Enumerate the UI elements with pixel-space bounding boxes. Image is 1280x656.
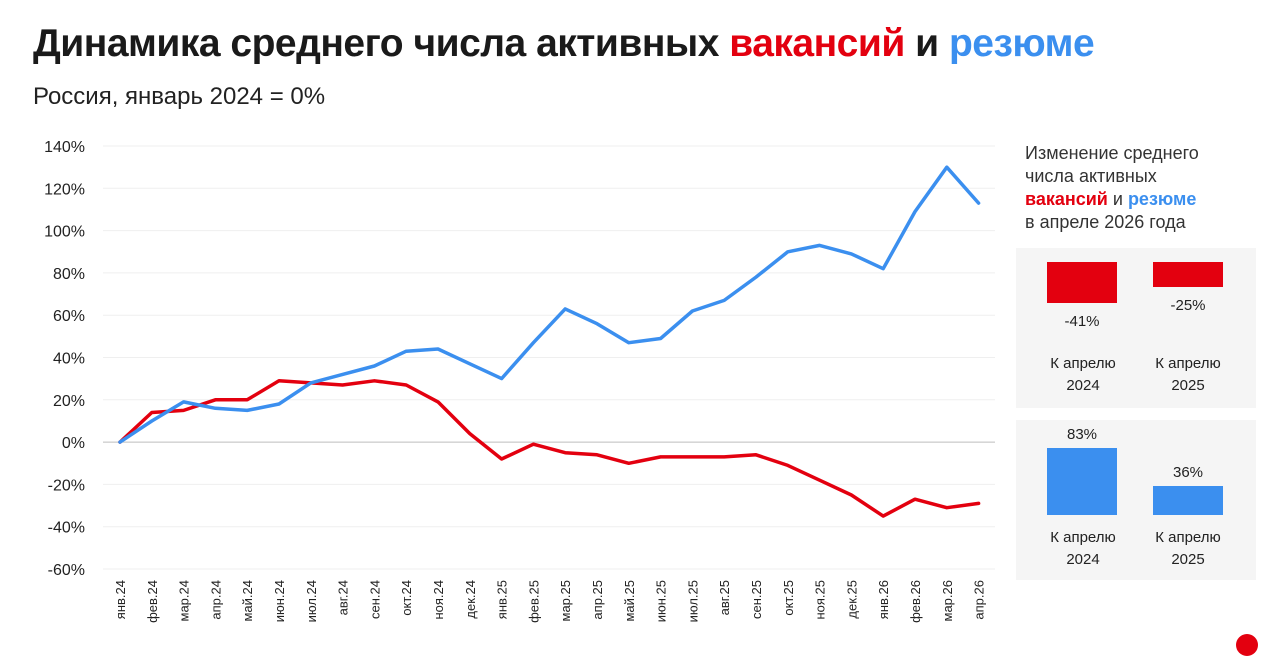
y-tick-label: 100% [44,224,85,241]
y-tick-label: 0% [62,435,85,452]
y-tick-label: 120% [44,181,85,198]
x-tick-label: мар.26 [940,580,955,621]
x-tick-label: мар.25 [558,580,573,621]
x-tick-label: фев.26 [908,580,923,623]
vacancies-category-2024: К апрелю 2024 [1050,355,1116,394]
resumes-category-2025: К апрелю 2025 [1155,529,1221,568]
x-tick-label: сен.25 [749,580,764,619]
title-resumes: резюме [948,22,1095,65]
x-tick-label: июн.25 [654,580,669,622]
x-tick-label: май.25 [622,580,637,622]
vacancies-series-line [118,379,981,518]
panel-heading: Изменение среднего числа активных ваканс… [1025,143,1199,232]
x-tick-label: июн.24 [272,580,287,622]
resumes-series-line [118,165,981,444]
page-subtitle: Россия, январь 2024 = 0% [33,83,326,110]
x-tick-label: апр.26 [972,580,987,620]
resumes-bar-2025-label: 36% [1172,463,1204,481]
resumes-bar-2024-label: 83% [1066,425,1098,443]
x-tick-label: ноя.25 [813,580,828,620]
x-tick-label: фев.24 [145,580,160,623]
x-tick-label: янв.26 [876,580,891,619]
y-tick-label: 140% [44,139,85,156]
x-tick-label: ноя.24 [431,580,446,620]
x-tick-label: окт.25 [781,580,796,616]
page-title: Динамика среднего числа активных ваканси… [33,22,1095,65]
y-tick-label: 80% [53,266,85,283]
x-tick-label: июл.25 [685,580,700,622]
vacancies-bar-2025 [1153,262,1223,287]
x-tick-label: дек.25 [844,580,859,619]
y-tick-label: -40% [48,520,85,537]
resumes-bar-2025 [1153,485,1223,515]
x-tick-label: сен.24 [367,580,382,619]
line-chart: 140% 120% 100% 80% 60% 40% 20% 0% -20% -40% -60% ян… [44,139,995,623]
x-tick-label: апр.24 [208,580,223,620]
x-tick-label: янв.25 [495,580,510,619]
panel-heading-vacancies: вакансий [1025,189,1108,209]
resumes-category-2024: К апрелю 2024 [1050,529,1116,568]
x-tick-label: авг.25 [717,580,732,615]
y-tick-label: 40% [53,351,85,368]
vacancies-bar-2024 [1047,262,1117,303]
y-tick-label: -60% [48,562,85,579]
y-tick-label: 20% [53,393,85,410]
y-tick-label: -20% [48,477,85,494]
vacancies-bar-2025-label: -25% [1170,297,1206,314]
brand-dot [1236,634,1258,656]
x-tick-label: апр.25 [590,580,605,620]
x-tick-label: авг.24 [336,580,351,615]
x-tick-label: мар.24 [177,580,192,621]
resumes-bar-panel: 83% 36% К апрелю 2024 К апрелю 2025 [1016,420,1256,580]
y-tick-label: 60% [53,308,85,325]
x-tick-label: фев.25 [526,580,541,623]
x-tick-label: май.24 [240,580,255,622]
resumes-bar-2024 [1047,447,1117,515]
vacancies-bar-2024-label: -41% [1064,313,1100,330]
x-tick-label: янв.24 [113,580,128,619]
vacancies-category-2025: К апрелю 2025 [1155,355,1221,394]
panel-heading-resumes: резюме [1127,189,1197,209]
x-tick-label: июл.24 [304,580,319,622]
x-tick-label: дек.24 [463,580,478,619]
vacancies-bar-panel: -41% -25% К апрелю 2024 К апрелю 2025 [1016,248,1256,408]
x-tick-label: окт.24 [399,580,414,616]
title-vacancies: вакансий [729,22,905,65]
